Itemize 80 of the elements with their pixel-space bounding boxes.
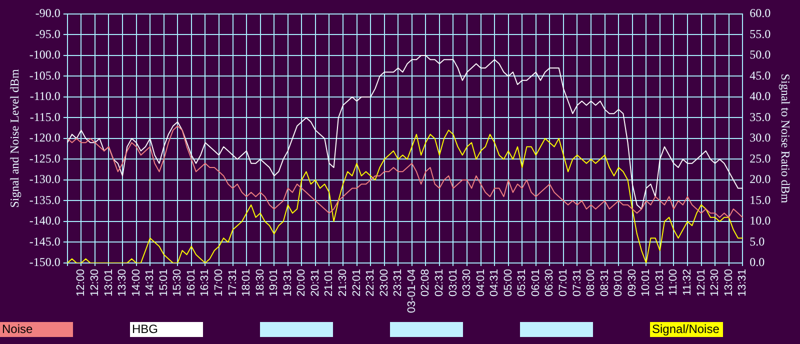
y-tick-label: -90.0 xyxy=(35,6,60,20)
x-tick-label: 23:31 xyxy=(392,268,404,296)
x-tick-label: 12:30 xyxy=(709,268,722,296)
text: Noise xyxy=(0,322,73,337)
x-tick-label: 15:01 xyxy=(158,268,170,296)
x-tick-label: 13:31 xyxy=(736,268,749,296)
x-tick-label: 16:31 xyxy=(199,268,212,296)
x-tick-label: 18:30 xyxy=(254,268,266,296)
x-tick-label: 08:00 xyxy=(585,268,598,296)
x-tick-label: 18:01 xyxy=(240,268,253,296)
x-tick-label: 23:00 xyxy=(378,268,390,296)
x-tick-label: 22:31 xyxy=(364,268,377,296)
x-tick-label: 13:01 xyxy=(102,268,115,296)
x-tick-label: 16:01 xyxy=(185,268,198,296)
y2-tick-label: 45.0 xyxy=(750,68,771,82)
y2-tick-label: 15.0 xyxy=(750,192,771,207)
y-tick-label: -95.0 xyxy=(35,26,60,41)
x-tick-label: 03:01 xyxy=(447,268,460,296)
x-tick-label: 13:30 xyxy=(116,268,129,296)
x-tick-label: 13:00 xyxy=(722,268,735,296)
x-tick-label: 14:00 xyxy=(130,268,142,296)
y2-tick-label: 10.0 xyxy=(750,214,771,228)
x-tick-label: 21:30 xyxy=(337,268,350,296)
x-tick-label: 03-01-04 xyxy=(406,268,418,314)
x-tick-label: 10:31 xyxy=(654,268,666,296)
y2-tick-label: 20.0 xyxy=(750,172,771,186)
x-tick-label: 07:01 xyxy=(557,268,570,296)
y-tick-label: -130.0 xyxy=(29,172,60,186)
x-tick-label: 05:00 xyxy=(502,268,514,296)
y-tick-label: -110.0 xyxy=(30,89,60,104)
y2-tick-label: 55.0 xyxy=(750,26,771,41)
y-tick-label: -120.0 xyxy=(29,130,60,145)
text: HBG xyxy=(130,322,203,337)
y2-tick-label: 60.0 xyxy=(750,6,771,20)
x-tick-label: 04:31 xyxy=(488,268,501,296)
y-tick-label: -115.0 xyxy=(30,110,60,124)
y-tick-label: -140.0 xyxy=(29,214,60,228)
y2-tick-label: 35.0 xyxy=(750,110,771,124)
x-tick-label: 09:30 xyxy=(626,268,638,296)
y2-tick-label: 40.0 xyxy=(750,89,771,104)
y-tick-label: -125.0 xyxy=(29,151,60,166)
x-tick-label: 12:00 xyxy=(75,268,88,296)
x-tick-label: 17:31 xyxy=(226,268,239,296)
x-tick-label: 20:31 xyxy=(309,268,322,296)
y-tick-label: -105.0 xyxy=(29,68,60,82)
x-tick-label: 02:08 xyxy=(420,268,432,296)
x-tick-label: 04:01 xyxy=(474,268,487,296)
x-tick-label: 22:01 xyxy=(350,268,363,296)
x-tick-label: 17:00 xyxy=(213,268,226,296)
x-tick-label: 14:31 xyxy=(144,268,156,296)
x-tick-label: 20:00 xyxy=(296,268,308,296)
y2-tick-label: 5.0 xyxy=(750,234,765,248)
y-tick-label: -145.0 xyxy=(29,234,60,248)
y-axis-title: Signal and Noise Level dBm xyxy=(7,68,22,208)
x-tick-label: 09:01 xyxy=(612,268,625,296)
x-tick-label: 10:01 xyxy=(640,268,652,296)
y2-axis-title: Signal to Noise Ratio dBm xyxy=(778,74,793,204)
x-tick-label: 08:31 xyxy=(598,268,611,296)
x-tick-label: 07:31 xyxy=(571,268,584,296)
x-tick-label: 19:01 xyxy=(268,268,280,296)
x-tick-label: 11:32 xyxy=(682,268,694,296)
x-tick-label: 11:00 xyxy=(668,268,680,296)
y2-tick-label: 50.0 xyxy=(750,48,771,62)
y2-tick-label: 30.0 xyxy=(750,130,771,145)
x-tick-label: 21:01 xyxy=(323,268,336,296)
x-tick-label: 06:01 xyxy=(530,268,542,296)
y-tick-label: -135.0 xyxy=(29,192,60,207)
x-tick-label: 02:31 xyxy=(433,268,446,296)
x-tick-label: 12:30 xyxy=(88,268,101,296)
y-tick-label: -100.0 xyxy=(29,48,60,62)
x-tick-label: 15:30 xyxy=(172,268,184,296)
y-tick-label: -150.0 xyxy=(29,255,60,270)
x-tick-label: 05:31 xyxy=(516,268,528,296)
text: Signal/Noise xyxy=(650,322,723,337)
x-tick-label: 06:30 xyxy=(544,268,556,296)
x-tick-label: 19:31 xyxy=(282,268,294,296)
y2-tick-label: 0.0 xyxy=(750,255,765,270)
x-tick-label: 12:01 xyxy=(695,268,708,296)
y2-tick-label: 25.0 xyxy=(750,151,771,166)
x-tick-label: 03:30 xyxy=(461,268,474,296)
